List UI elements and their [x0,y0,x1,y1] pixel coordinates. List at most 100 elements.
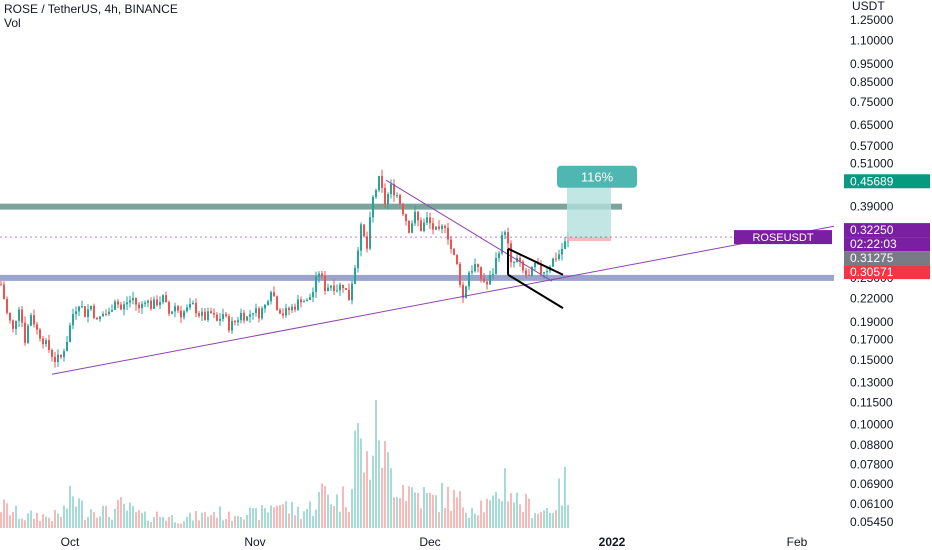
y-tick-label: 0.85000 [850,75,894,89]
ascending-trendline [51,225,835,375]
candle-body [33,315,35,325]
candle-body [207,311,209,320]
volume-bar [393,497,395,528]
volume-bar [138,510,140,528]
volume-bar [486,498,488,528]
candle-body [426,217,428,223]
candle-body [144,302,146,304]
volume-bar [453,489,455,528]
volume-bar [207,516,209,528]
volume-bar [327,494,329,528]
candle-body [459,263,461,285]
candle-body [117,301,119,305]
volume-bar [27,513,29,528]
volume-bar [447,486,449,528]
volume-bar [513,502,515,528]
candle-body [522,261,524,271]
candle-body [495,258,497,274]
volume-bar [456,497,458,528]
candle-body [363,224,365,237]
candle-body [387,194,389,205]
candle-body [177,306,179,311]
volume-bar [366,450,368,528]
candle-body [327,287,329,292]
volume-bar [261,505,263,528]
volume-bar [84,519,86,528]
volume-bar [384,440,386,528]
candle-body [204,311,206,320]
candle-body [417,211,419,221]
volume-bar [399,498,401,528]
candle-body [105,313,107,315]
y-tick-label: 0.08800 [850,438,894,452]
candle-body [489,275,491,285]
candle-body [444,225,446,228]
volume-bar [60,516,62,528]
candle-body [528,274,530,276]
candle-body [180,310,182,318]
candle-body [525,270,527,275]
volume-bar [72,496,74,528]
volume-bar [24,520,26,528]
candle-body [339,284,341,291]
volume-bar [468,517,470,528]
volume-bar [546,508,548,528]
candle-body [411,223,413,233]
candle-body [138,304,140,309]
candle-body [114,301,116,310]
volume-bar [342,486,344,528]
volume-bar [369,479,371,528]
volume-bar [171,515,173,528]
candle-body [156,299,158,306]
volume-bar [192,520,194,528]
candle-body [465,286,467,298]
volume-bar [6,503,8,528]
volume-bar [105,505,107,528]
price-label-bg [844,174,930,189]
candle-body [492,273,494,276]
y-tick-label: 0.10000 [850,418,894,432]
volume-bar [150,522,152,528]
volume-bar [258,520,260,528]
candle-body [300,299,302,303]
candle-body [186,307,188,312]
support-zone [0,274,834,281]
candle-body [315,276,317,292]
candle-body [153,299,155,309]
y-tick-label: 0.06100 [850,497,894,511]
drawing-layer: 116% [0,165,835,375]
volume-bar [324,486,326,528]
candle-body [348,289,350,301]
volume-bar [225,519,227,528]
candle-body [345,288,347,290]
volume-label[interactable]: Vol [4,16,21,30]
volume-bar [339,511,341,528]
volume-bar [18,518,20,528]
volume-bar [483,512,485,528]
volume-bar [42,514,44,528]
volume-bar [174,522,176,528]
volume-bar [141,512,143,528]
volume-bar [177,523,179,528]
candle-body [222,314,224,319]
volume-bar [48,517,50,528]
volume-bar [294,515,296,528]
stop-box [567,237,611,242]
volume-bar [15,505,17,528]
candle-body [504,232,506,235]
volume-bar [411,487,413,528]
volume-bar [222,520,224,528]
volume-bar [396,497,398,528]
candle-body [15,320,17,329]
candle-body [54,356,56,362]
candle-body [78,306,80,312]
y-tick-label: 0.65000 [850,118,894,132]
candle-body [3,284,5,299]
price-label-bg [844,265,930,280]
volume-bar [522,512,524,528]
x-tick-label: Oct [61,535,80,549]
volume-bar [75,506,77,528]
volume-bar [276,505,278,528]
symbol-title[interactable]: ROSE / TetherUS, 4h, BINANCE [4,2,178,16]
